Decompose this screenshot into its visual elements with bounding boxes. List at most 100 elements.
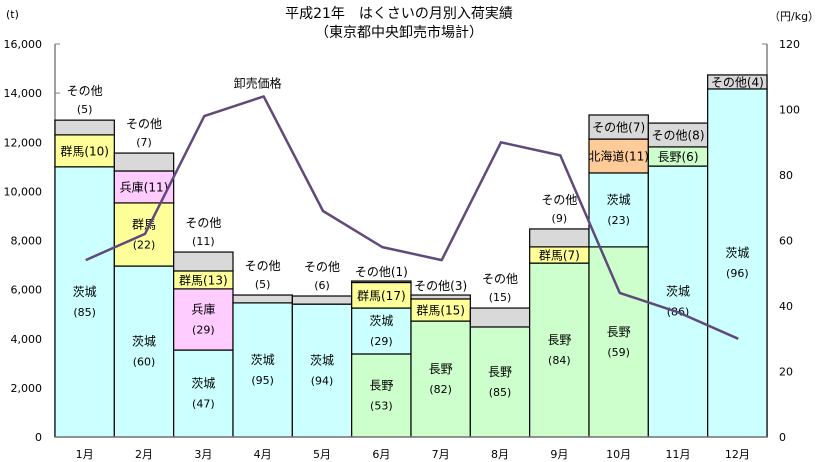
segment-share: (59) [607,346,630,359]
segment-label: その他 [185,216,221,230]
segment-share: (5) [77,103,93,116]
bar-segment [291,295,353,305]
segment-share: (29) [192,323,215,336]
left-axis-unit: (t) [6,8,19,21]
segment-share: (29) [370,335,393,348]
bar-segment [529,228,590,248]
bar-segment [173,251,234,272]
bar-segment [113,265,175,438]
bar-segment [54,134,115,168]
bar-segment [529,262,590,438]
segment-label: 長野 [488,365,512,379]
right-tick-label: 0 [779,431,786,444]
segment-label: 茨城 [607,193,631,207]
segment-share: (6) [314,279,330,292]
segment-label: 長野 [607,325,631,339]
segment-share: (5) [255,278,271,291]
segment-share: (15) [489,291,512,304]
x-tick-label: 8月 [491,448,509,461]
x-tick-label: 1月 [76,448,94,461]
segment-label: その他 [126,117,162,131]
left-y-axis: 0 2,000 4,000 6,000 8,000 10,000 12,000 14,000 1… [4,38,60,444]
segment-share: (82) [429,383,452,396]
segment-label: その他(7) [592,121,645,135]
right-tick-label: 120 [779,38,800,51]
segment-label: 群馬(10) [60,144,109,158]
price-line: 卸売価格 [85,75,739,340]
segment-share: (23) [607,214,630,227]
segment-label: その他(1) [355,265,408,279]
segment-label: 茨城 [725,246,749,260]
right-tick-label: 60 [779,235,793,248]
segment-label: 茨城 [369,314,393,328]
segment-label: 茨城 [191,377,215,391]
right-tick-label: 80 [779,169,793,182]
segment-share: (7) [136,136,152,149]
left-tick-label: 6,000 [11,284,43,297]
right-tick-label: 20 [779,366,793,379]
bar-segment [351,280,412,284]
bar-segment [647,165,709,438]
segment-label: その他 [245,259,281,273]
segment-share: (9) [552,212,568,225]
segment-label: 兵庫(11) [120,180,169,194]
x-tick-label: 2月 [135,448,153,461]
bar-segment [588,246,649,438]
bar-segment [707,88,768,438]
bar-segment [173,349,234,438]
segment-label: 茨城 [666,285,690,299]
bar-segment [232,302,293,438]
segment-share: (47) [192,398,215,411]
segment-share: (85) [489,386,512,399]
bar-segment [469,307,531,328]
segment-share: (96) [726,267,749,280]
bar-segment [232,294,293,304]
x-tick-label: 9月 [550,448,568,461]
left-tick-label: 10,000 [4,185,43,198]
bar-segment [410,294,471,300]
segment-label: 群馬(15) [416,304,465,318]
x-axis: 1月 2月 3月 4月 5月 6月 7月 8月 9月 10月 11月 12月 [55,436,767,461]
right-tick-label: 100 [779,104,800,117]
segment-label: その他 [304,260,340,274]
bar-segment [469,326,531,438]
segment-label: その他 [541,193,577,207]
segment-label: 茨城 [310,354,334,368]
x-tick-label: 12月 [725,448,750,461]
bar-segment [54,166,115,438]
bar-stacks [54,74,768,438]
chart-subtitle: （東京都中央卸売市場計） [315,25,483,41]
bar-segment [351,281,412,309]
segment-label: 長野 [547,333,571,347]
bar-segment [351,307,412,355]
segment-label: その他(4) [711,75,764,89]
segment-label: 茨城 [73,285,97,299]
bar-segment [291,303,353,438]
price-line-annotation: 卸売価格 [234,75,282,90]
left-tick-label: 0 [35,431,42,444]
segment-share: (95) [251,374,274,387]
segment-share: (84) [548,354,571,367]
segment-label: 兵庫 [191,302,215,316]
bar-segment [173,288,234,351]
left-tick-label: 12,000 [4,136,43,149]
segment-label: 群馬(13) [179,273,228,287]
bar-segment [588,114,649,140]
bar-segment [351,353,412,438]
left-tick-label: 2,000 [11,382,43,395]
left-tick-label: 14,000 [4,87,43,100]
segment-label: 茨城 [251,353,275,367]
left-tick-label: 16,000 [4,38,43,51]
x-tick-label: 4月 [254,448,272,461]
segment-label: 長野 [429,362,453,376]
bar-segment [588,172,649,248]
segment-label: その他 [482,272,518,286]
segment-share: (22) [133,238,156,251]
segment-share: (53) [370,399,393,412]
segment-label: 群馬(17) [357,289,406,303]
segment-label: 群馬 [132,217,156,231]
price-line-path [85,95,739,340]
x-tick-label: 10月 [606,448,631,461]
chart-title: 平成21年 はくさいの月別入荷実績 [285,6,513,22]
